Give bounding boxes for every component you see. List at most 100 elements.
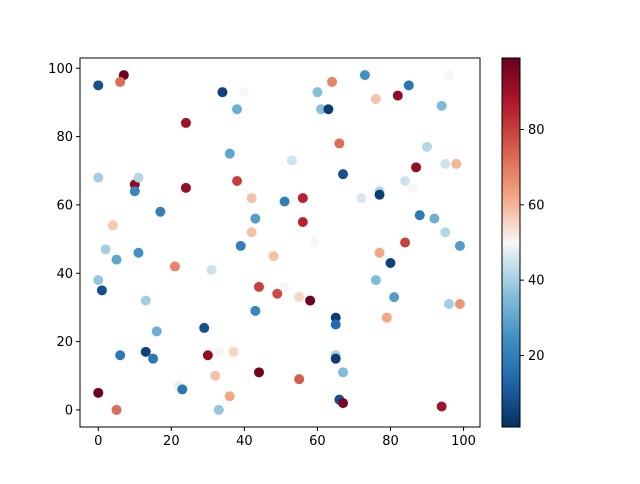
data-point (148, 353, 159, 364)
data-point (414, 210, 425, 221)
data-point (232, 176, 243, 186)
data-point (422, 141, 433, 152)
data-point (316, 104, 327, 115)
data-point (436, 100, 447, 111)
data-point (323, 104, 334, 115)
y-tick-label: 80 (56, 130, 73, 145)
data-point (93, 387, 104, 398)
data-point (381, 312, 392, 323)
data-point (246, 227, 257, 238)
data-point (297, 217, 308, 227)
data-point (180, 182, 191, 193)
data-point (385, 258, 396, 268)
data-point (140, 346, 151, 357)
data-point (374, 189, 385, 200)
x-tick-label: 0 (94, 434, 102, 449)
data-point (133, 172, 144, 183)
data-point (93, 172, 104, 183)
data-point (454, 299, 465, 309)
plot-frame (79, 57, 481, 428)
data-point (272, 288, 283, 299)
data-point (411, 162, 422, 173)
y-tick-label: 100 (48, 62, 73, 77)
data-point (334, 138, 345, 149)
x-tick-label: 20 (163, 434, 180, 449)
data-point (217, 87, 228, 98)
data-point (96, 285, 107, 296)
data-point (228, 346, 239, 357)
data-point (93, 275, 104, 286)
data-point (115, 350, 126, 361)
data-point (100, 244, 111, 255)
data-point (210, 370, 221, 381)
data-point (206, 264, 217, 275)
colorbar-tick-label: 60 (528, 198, 545, 213)
data-point (451, 158, 462, 169)
data-point (239, 87, 250, 98)
points-layer (93, 70, 465, 415)
data-point (253, 281, 264, 292)
data-point (297, 193, 308, 204)
data-point (403, 80, 414, 91)
y-tick-label: 60 (56, 198, 73, 213)
y-tick-label: 0 (65, 403, 73, 418)
data-point (224, 148, 235, 159)
colorbar-tick-label: 80 (528, 123, 545, 138)
colorbar-gradient (502, 58, 520, 427)
data-point (199, 322, 210, 333)
data-point (330, 319, 341, 330)
data-point (202, 350, 213, 361)
data-point (93, 80, 104, 91)
data-point (407, 182, 418, 193)
data-point (374, 247, 385, 258)
colorbar-ticks: 20 40 60 80 (520, 123, 545, 364)
data-point (294, 292, 305, 303)
data-point (294, 374, 305, 385)
x-axis: 0 20 40 60 80 100 (94, 427, 476, 449)
data-point (443, 70, 454, 81)
data-point (133, 247, 144, 258)
data-point (169, 261, 180, 272)
data-point (338, 398, 349, 409)
data-point (370, 275, 381, 286)
y-tick-label: 20 (56, 335, 73, 350)
colorbar-tick-label: 40 (528, 274, 545, 289)
data-point (151, 326, 162, 337)
data-point (305, 295, 316, 306)
x-tick-label: 100 (451, 434, 476, 449)
data-point (140, 295, 151, 306)
data-point (338, 367, 349, 378)
data-point (213, 346, 224, 357)
data-point (370, 94, 381, 104)
data-point (312, 87, 323, 98)
data-point (400, 176, 411, 186)
data-point (224, 391, 235, 402)
data-point (177, 384, 188, 395)
data-point (436, 401, 447, 412)
data-point (250, 305, 261, 316)
data-point (180, 117, 191, 128)
data-point (279, 196, 290, 207)
data-point (443, 299, 454, 309)
data-point (286, 155, 297, 166)
data-point (356, 193, 367, 204)
data-point (250, 213, 261, 224)
colorbar-frame (501, 57, 521, 428)
data-point (232, 104, 243, 115)
data-point (308, 237, 319, 248)
data-point (107, 220, 118, 231)
data-point (330, 312, 341, 323)
x-tick-label: 60 (309, 434, 326, 449)
data-point (279, 281, 290, 292)
data-point (338, 169, 349, 180)
data-point (129, 186, 140, 197)
x-tick-label: 40 (236, 434, 253, 449)
data-point (440, 227, 451, 238)
data-point (327, 76, 338, 87)
data-point (246, 193, 257, 204)
data-point (389, 292, 400, 303)
data-point (213, 404, 224, 415)
data-point (392, 90, 403, 101)
